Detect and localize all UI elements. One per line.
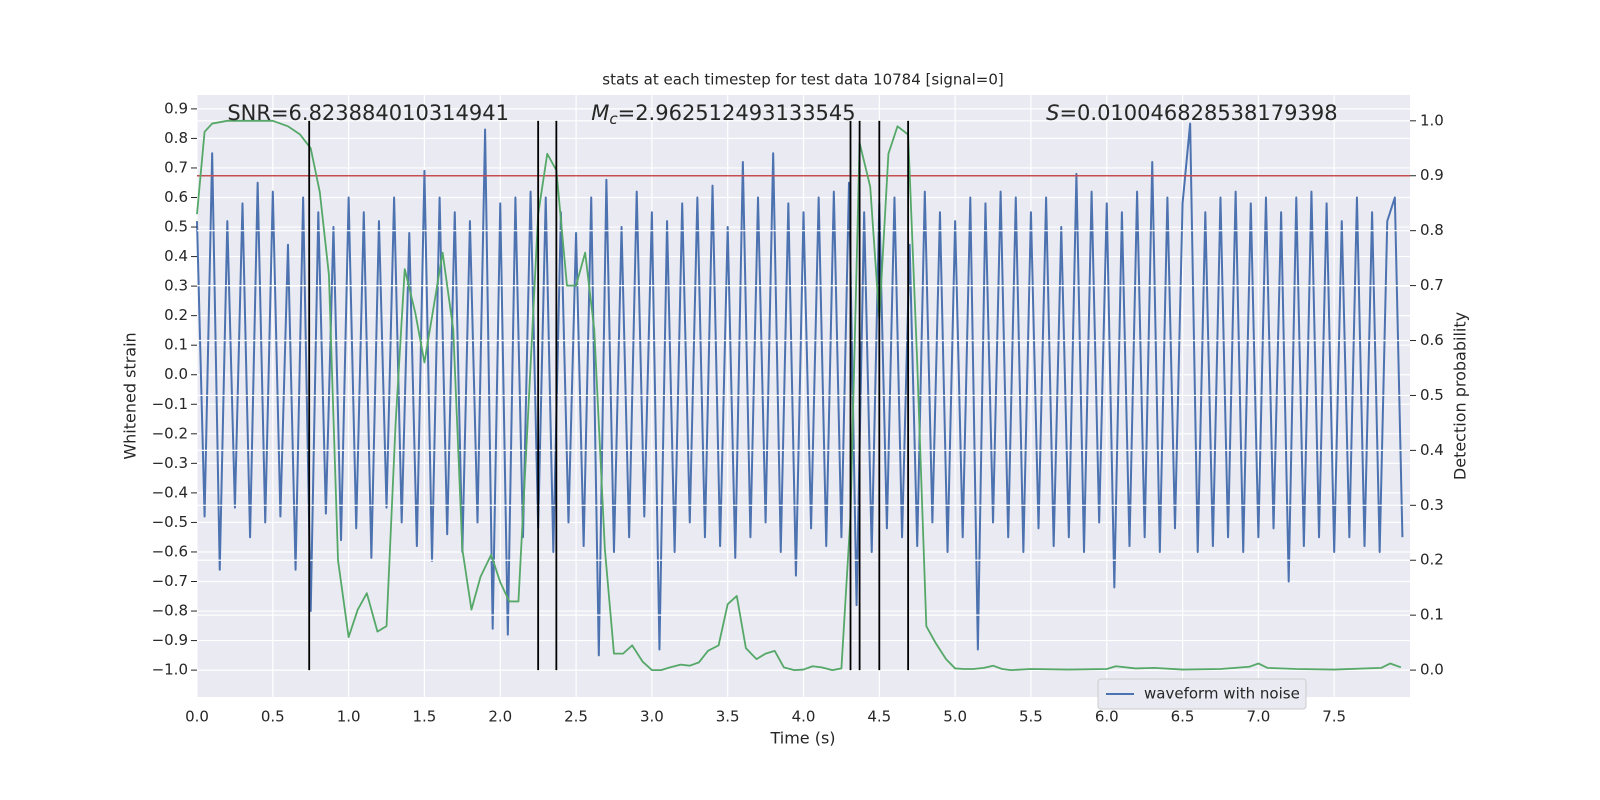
y-tick-label: −0.4 — [152, 483, 188, 501]
annotation: S=0.010046828538179398 — [1046, 101, 1337, 125]
y-tick-label: −0.9 — [152, 631, 188, 649]
x-tick-label: 6.5 — [1171, 708, 1195, 726]
y-tick-label: 0.0 — [164, 365, 188, 383]
y-tick-label: −0.8 — [152, 602, 188, 620]
y-tick-label: −0.2 — [152, 424, 188, 442]
x-tick-label: 5.0 — [943, 708, 967, 726]
annotation: SNR=6.823884010314941 — [227, 101, 509, 125]
y-tick-label: 0.7 — [164, 158, 188, 176]
annotation-symbol: M — [591, 101, 609, 125]
legend-label: waveform with noise — [1144, 685, 1300, 703]
x-tick-label: 1.0 — [337, 708, 361, 726]
y-tick-label: 0.8 — [164, 129, 188, 147]
x-tick-label: 7.0 — [1246, 708, 1270, 726]
y2-tick-label: 0.2 — [1420, 551, 1444, 569]
y2-tick-label: 0.3 — [1420, 496, 1444, 514]
y-tick-label: 0.2 — [164, 306, 188, 324]
y2-tick-label: 1.0 — [1420, 111, 1444, 129]
x-tick-label: 1.5 — [413, 708, 437, 726]
x-tick-label: 6.0 — [1095, 708, 1119, 726]
y-tick-label: −0.6 — [152, 542, 188, 560]
x-tick-label: 0.0 — [185, 708, 209, 726]
data-line — [196, 122, 1404, 657]
y-tick-label: −0.3 — [152, 454, 188, 472]
data-line — [196, 119, 1402, 671]
x-tick-label: 2.0 — [488, 708, 512, 726]
y-tick-label: 0.9 — [164, 99, 188, 117]
y-tick-label: −0.1 — [152, 395, 188, 413]
y2-tick-label: 0.9 — [1420, 166, 1444, 184]
annotation-text: SNR=6.823884010314941 — [227, 101, 509, 125]
annotation: Mc=2.962512493133545 — [591, 101, 855, 128]
chart-title: stats at each timestep for test data 107… — [602, 71, 1003, 89]
y2-tick-label: 0.1 — [1420, 606, 1444, 624]
x-tick-label: 4.0 — [792, 708, 816, 726]
y2-tick-label: 0.0 — [1420, 661, 1444, 679]
y-tick-label: −0.5 — [152, 513, 188, 531]
y2-tick-label: 0.7 — [1420, 276, 1444, 294]
y-tick-label: 0.6 — [164, 188, 188, 206]
annotation-text: =0.010046828538179398 — [1059, 101, 1337, 125]
y2-axis-label: Detection probability — [1451, 312, 1470, 480]
y2-tick-label: 0.6 — [1420, 331, 1444, 349]
annotation-symbol: S — [1046, 101, 1059, 125]
annotation-subscript: c — [609, 110, 618, 128]
y-tick-label: −0.7 — [152, 572, 188, 590]
y2-tick-label: 0.5 — [1420, 386, 1444, 404]
legend-box — [1097, 678, 1307, 710]
x-tick-label: 4.5 — [867, 708, 891, 726]
y-tick-label: 0.1 — [164, 336, 188, 354]
x-tick-label: 3.5 — [716, 708, 740, 726]
x-tick-label: 0.5 — [261, 708, 285, 726]
x-tick-label: 7.5 — [1322, 708, 1346, 726]
y-tick-label: 0.5 — [164, 218, 188, 236]
y-tick-label: 0.4 — [164, 247, 188, 265]
y-tick-label: 0.3 — [164, 277, 188, 295]
y-axis-label: Whitened strain — [121, 332, 140, 459]
x-axis-label: Time (s) — [769, 729, 835, 748]
y-tick-label: −1.0 — [152, 661, 188, 679]
annotation-text: =2.962512493133545 — [618, 101, 856, 125]
y2-tick-label: 0.4 — [1420, 441, 1444, 459]
x-tick-label: 5.5 — [1019, 708, 1043, 726]
x-tick-label: 3.0 — [640, 708, 664, 726]
y2-tick-label: 0.8 — [1420, 221, 1444, 239]
x-tick-label: 2.5 — [564, 708, 588, 726]
